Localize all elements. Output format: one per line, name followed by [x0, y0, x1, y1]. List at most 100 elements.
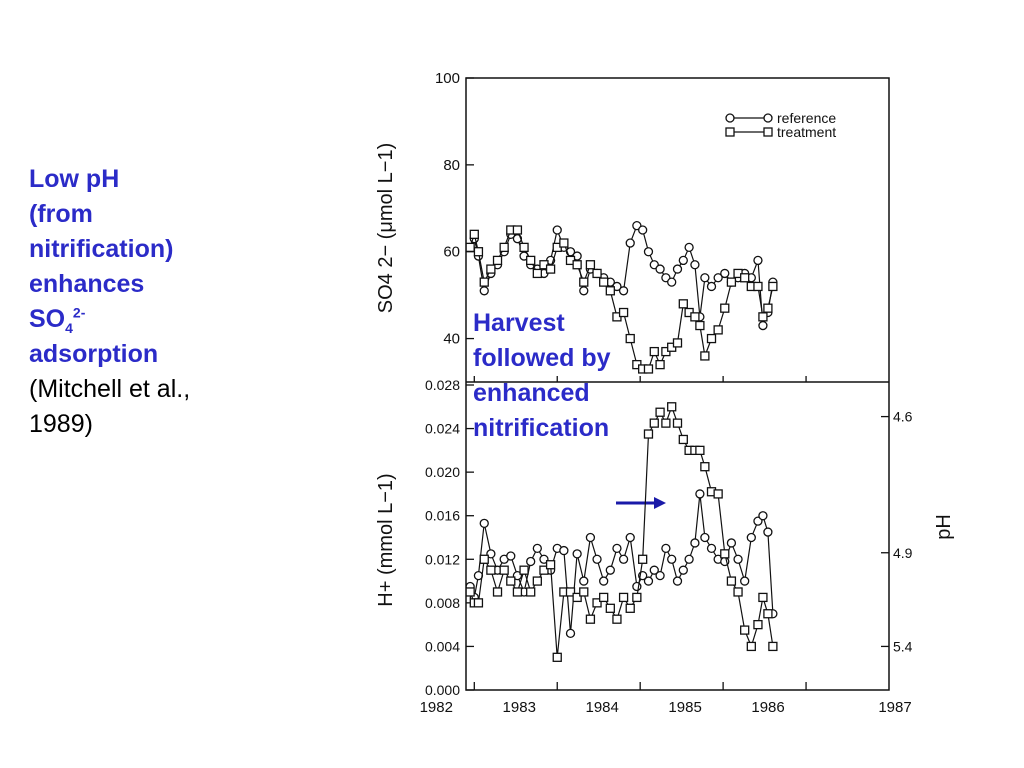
annotation-line-1: Harvest: [473, 309, 565, 337]
chart-frame: [465, 77, 890, 691]
top-treatment-point: [649, 346, 659, 357]
top-treatment-point: [763, 303, 773, 313]
top-treatment-point: [465, 242, 475, 253]
x-tick-label: 1983: [503, 699, 536, 716]
top-ytick-label: 40: [443, 331, 460, 348]
bottom-treatment-point: [572, 592, 582, 603]
bottom-reference-point: [661, 543, 671, 554]
top-reference-point: [678, 255, 688, 266]
top-treatment-point: [605, 286, 615, 296]
so4-superscript: 2-: [72, 304, 86, 321]
top-reference-point: [655, 264, 665, 274]
legend-treatment-marker-a: [725, 127, 735, 137]
bottom-reference-point: [559, 545, 569, 556]
x-tick-label: 1987: [878, 699, 911, 716]
top-treatment-point: [592, 268, 602, 279]
bottom-ytick-label: 0.004: [425, 638, 460, 654]
top-treatment-point: [486, 264, 496, 274]
slide-caption: Low pH (from nitrification) enhances SO4…: [29, 162, 329, 442]
bottom-reference-point: [655, 570, 665, 581]
bottom-reference-point: [612, 543, 622, 554]
bottom-reference-point: [572, 549, 582, 559]
bottom-ytick-label: 0.024: [425, 421, 460, 437]
ph-tick-label: 4.6: [893, 409, 913, 425]
bottom-treatment-point: [479, 554, 489, 564]
harvest-annotation: Harvest followed by enhanced nitrificati…: [473, 306, 693, 446]
bottom-reference-point: [506, 551, 516, 561]
bottom-reference-point: [618, 554, 629, 564]
top-reference-point: [667, 277, 677, 287]
citation-line-1: (Mitchell et al.,: [29, 375, 191, 403]
bottom-treatment-point: [579, 587, 589, 597]
top-reference-point: [690, 260, 700, 270]
chart-legend: reference treatment: [725, 110, 836, 140]
top-reference-point: [720, 268, 730, 279]
bottom-treatment-point: [700, 462, 710, 472]
caption-line-2: (from: [29, 200, 93, 228]
bottom-ytick-label: 0.012: [425, 551, 460, 567]
legend-treatment-label: treatment: [777, 124, 836, 140]
top-treatment-point: [519, 242, 529, 253]
bottom-treatment-point: [618, 592, 629, 603]
so4-base: SO: [29, 305, 66, 333]
x-tick-label: 1985: [668, 699, 701, 716]
bottom-treatment-point: [526, 587, 536, 597]
x-tick-label: 1982: [420, 699, 453, 716]
bottom-treatment-point: [733, 587, 743, 597]
bottom-reference-point: [592, 554, 602, 564]
bottom-treatment-point: [720, 549, 730, 559]
top-treatment-point: [726, 277, 737, 287]
annotation-line-4: nitrification: [473, 414, 610, 442]
bottom-reference-point: [733, 554, 743, 564]
top-treatment-point: [713, 325, 723, 335]
top-treatment-point: [655, 359, 665, 370]
bottom-reference-point: [526, 556, 536, 567]
top-treatment-point: [499, 242, 509, 253]
caption-line-4: enhances: [29, 270, 145, 298]
bottom-treatment-point: [599, 592, 609, 603]
bottom-treatment-point: [519, 565, 529, 575]
top-treatment-point: [585, 260, 596, 270]
caption-line-3: nitrification): [29, 235, 174, 263]
series-layer: [465, 221, 778, 662]
bottom-treatment-point: [746, 641, 756, 652]
bottom-ytick-label: 0.020: [425, 464, 460, 480]
bottom-reference-point: [585, 532, 596, 543]
bottom-reference-point: [667, 554, 677, 564]
top-treatment-point: [526, 255, 536, 266]
citation-line-2: 1989): [29, 410, 93, 438]
top-treatment-point: [579, 277, 589, 287]
top-reference-point: [672, 264, 683, 274]
legend-reference-label: reference: [777, 110, 836, 126]
bottom-treatment-point: [512, 587, 523, 597]
top-treatment-point: [706, 333, 717, 344]
bottom-reference-point: [763, 527, 773, 537]
bottom-treatment-point: [506, 576, 516, 586]
top-ylabel: SO4 2− (μmol L−1): [375, 143, 397, 314]
top-treatment-point: [740, 273, 750, 283]
top-reference-point: [618, 286, 629, 296]
top-treatment-point: [758, 312, 768, 322]
bottom-ytick-label: 0.016: [425, 508, 460, 524]
top-reference-point: [713, 273, 723, 283]
bottom-treatment-point: [763, 609, 773, 619]
bottom-treatment-point: [667, 402, 677, 412]
bottom-reference-point: [605, 565, 615, 575]
top-reference-point: [625, 238, 635, 248]
bottom-reference-point: [672, 576, 683, 586]
top-treatment-point: [469, 229, 479, 239]
top-ytick-label: 80: [443, 157, 460, 174]
bottom-treatment-point: [726, 576, 737, 586]
bottom-reference-point: [758, 511, 768, 521]
bottom-treatment-point: [672, 418, 683, 428]
top-reference-point: [638, 225, 648, 235]
bottom-reference-point: [532, 543, 542, 554]
bottom-reference-point: [690, 538, 700, 548]
top-reference-point: [700, 273, 710, 283]
legend-treatment-marker-b: [763, 127, 773, 137]
bottom-treatment-point: [545, 560, 556, 570]
top-treatment-point: [599, 277, 609, 287]
annotation-line-3: enhanced: [473, 379, 590, 407]
bottom-treatment-point: [605, 603, 615, 613]
